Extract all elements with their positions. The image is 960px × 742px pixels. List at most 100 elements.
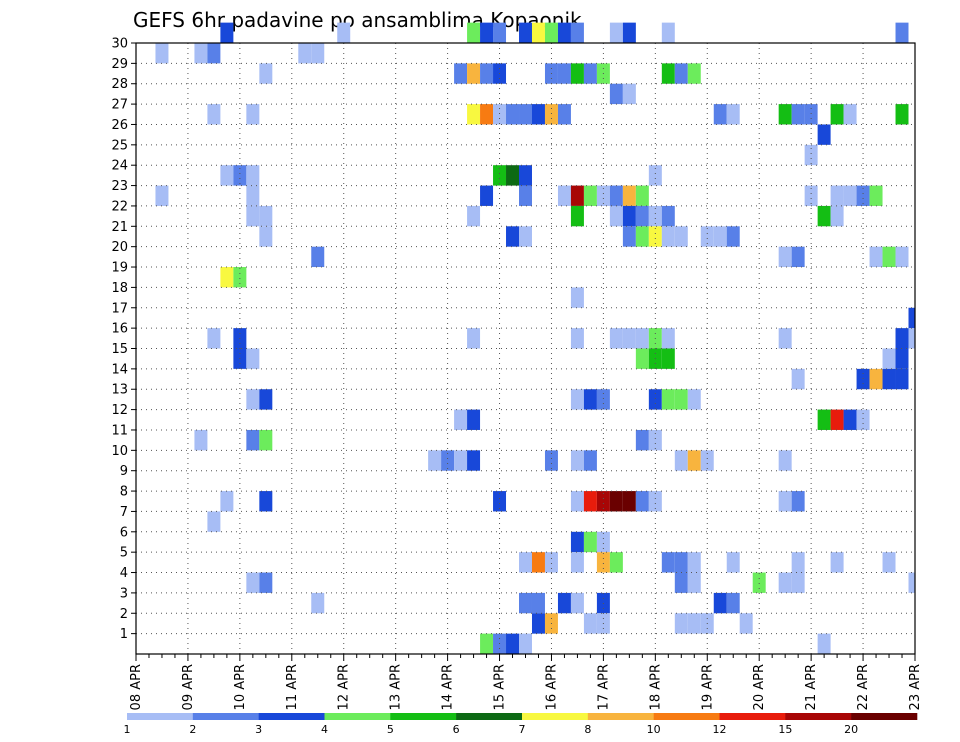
y-tick-label: 15 (111, 342, 128, 357)
y-tick-label: 8 (120, 485, 128, 500)
heatmap-cell (791, 368, 805, 390)
y-tick-label: 22 (111, 199, 128, 214)
heatmap-cell (220, 22, 234, 43)
heatmap-cell (895, 246, 909, 268)
heatmap-cell (259, 205, 273, 227)
grid-lines (136, 42, 915, 654)
heatmap-cell (622, 205, 636, 227)
heatmap-cell (570, 450, 584, 471)
heatmap-cell (674, 389, 688, 410)
heatmap-cell (493, 22, 507, 43)
heatmap-cell (207, 104, 221, 125)
x-tick-label: 18 APR (648, 664, 663, 710)
heatmap-cell (544, 552, 558, 573)
y-axis-ticks: 1234567891011121314151617181920212223242… (111, 37, 136, 642)
heatmap-cell (480, 185, 494, 206)
heatmap-cell (557, 22, 571, 43)
y-tick-label: 28 (111, 77, 128, 92)
legend-label: 6 (453, 723, 460, 736)
heatmap-cell (467, 63, 481, 84)
legend-label: 20 (844, 723, 858, 736)
heatmap-cell (570, 205, 584, 227)
heatmap-cell (311, 246, 325, 268)
x-tick-label: 15 APR (493, 664, 508, 710)
y-tick-label: 29 (111, 57, 128, 72)
y-tick-label: 16 (111, 322, 128, 337)
legend-label: 7 (519, 723, 526, 736)
y-tick-label: 25 (111, 138, 128, 153)
heatmap-cell (609, 328, 623, 349)
heatmap-cell (895, 104, 909, 125)
heatmap-cell (895, 22, 909, 43)
heatmap-cell (778, 328, 792, 349)
heatmap-cell (480, 63, 494, 84)
x-tick-label: 21 APR (804, 664, 819, 710)
heatmap-cell (778, 450, 792, 471)
heatmap-cell (583, 613, 597, 634)
heatmap-cell (700, 226, 714, 247)
heatmap-cell (830, 409, 844, 430)
heatmap-cell (311, 592, 325, 614)
heatmap-cell (467, 409, 481, 430)
heatmap-cell (596, 389, 610, 410)
legend-swatch (390, 713, 457, 720)
y-tick-label: 5 (120, 546, 128, 561)
legend-label: 3 (255, 723, 262, 736)
y-tick-label: 11 (111, 423, 128, 438)
heatmap-cell (661, 389, 675, 410)
heatmap-cell (674, 226, 688, 247)
heatmap-cell (635, 429, 649, 451)
heatmap-cell (233, 267, 247, 288)
heatmap-cell (194, 43, 208, 64)
heatmap-cell (596, 552, 610, 573)
heatmap-cell (791, 104, 805, 125)
x-tick-label: 12 APR (337, 664, 352, 710)
x-tick-label: 20 APR (752, 664, 767, 710)
heatmap-cell (259, 63, 273, 84)
y-tick-label: 3 (120, 586, 128, 601)
heatmap-cell (622, 328, 636, 349)
heatmap-cell (480, 22, 494, 43)
heatmap-cell (648, 226, 662, 247)
heatmap-cell (544, 450, 558, 471)
y-tick-label: 19 (111, 261, 128, 276)
heatmap-cell (583, 491, 597, 512)
heatmap-cell (207, 328, 221, 349)
heatmap-cell (622, 83, 636, 105)
heatmap-cell (246, 185, 260, 206)
heatmap-cell (519, 165, 532, 186)
heatmap-cell (843, 185, 857, 206)
heatmap-cell (246, 348, 260, 369)
heatmap-cell (648, 429, 662, 451)
heatmap-cell (583, 185, 597, 206)
heatmap-cell (259, 491, 273, 512)
heatmap-cell (259, 429, 273, 451)
heatmap-cell (531, 613, 545, 634)
heatmap-cell (493, 165, 507, 186)
heatmap-cell (544, 22, 558, 43)
heatmap-cell (687, 613, 701, 634)
heatmap-cell (635, 348, 649, 369)
legend-label: 15 (778, 723, 792, 736)
heatmap-cell (467, 104, 481, 125)
heatmap-cell (519, 633, 532, 654)
legend-label: 10 (647, 723, 661, 736)
y-tick-label: 2 (120, 607, 128, 622)
y-tick-label: 26 (111, 118, 128, 133)
heatmap-cell (583, 450, 597, 471)
heatmap-cell (661, 63, 675, 84)
heatmap-cell (467, 205, 481, 227)
heatmap-cell (531, 104, 545, 125)
heatmap-cell (882, 348, 896, 369)
y-tick-label: 24 (111, 159, 128, 174)
heatmap-cell (843, 409, 857, 430)
heatmap-cell (155, 43, 169, 64)
legend-label: 2 (189, 723, 196, 736)
heatmap-cell (467, 450, 481, 471)
heatmap-cell (570, 185, 584, 206)
heatmap-cell (519, 592, 532, 614)
heatmap-cell (856, 185, 870, 206)
legend-swatch (192, 713, 259, 720)
legend-label: 8 (584, 723, 591, 736)
heatmap-cell (596, 491, 610, 512)
